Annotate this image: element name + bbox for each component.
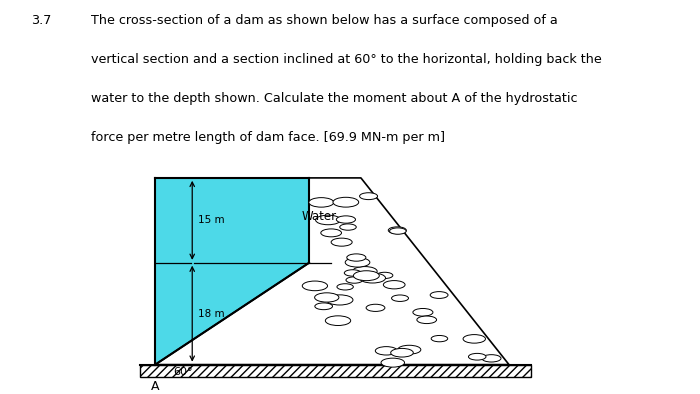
- Circle shape: [390, 228, 406, 234]
- Bar: [141, 364, 531, 377]
- Circle shape: [360, 193, 377, 200]
- Circle shape: [316, 215, 341, 225]
- Polygon shape: [155, 178, 309, 364]
- Text: 60°: 60°: [173, 367, 193, 377]
- Text: vertical section and a section inclined at 60° to the horizontal, holding back t: vertical section and a section inclined …: [91, 53, 602, 66]
- Circle shape: [360, 273, 386, 283]
- Circle shape: [375, 347, 398, 355]
- Circle shape: [431, 335, 448, 342]
- Text: Water: Water: [302, 210, 337, 223]
- Circle shape: [326, 295, 353, 305]
- Circle shape: [337, 284, 354, 290]
- Circle shape: [346, 254, 366, 261]
- Text: 3.7: 3.7: [32, 14, 52, 27]
- Circle shape: [417, 316, 437, 323]
- Circle shape: [366, 304, 385, 311]
- Circle shape: [468, 353, 486, 360]
- Circle shape: [353, 267, 377, 276]
- Text: water to the depth shown. Calculate the moment about A of the hydrostatic: water to the depth shown. Calculate the …: [91, 92, 578, 105]
- Circle shape: [391, 295, 409, 301]
- Circle shape: [314, 293, 339, 302]
- Circle shape: [333, 197, 358, 207]
- Circle shape: [398, 345, 421, 354]
- Circle shape: [345, 258, 370, 267]
- Text: force per metre length of dam face. [69.9 MN-m per m]: force per metre length of dam face. [69.…: [91, 131, 445, 144]
- Polygon shape: [155, 178, 509, 364]
- Bar: [141, 364, 531, 377]
- Circle shape: [346, 277, 363, 283]
- Text: The cross-section of a dam as shown below has a surface composed of a: The cross-section of a dam as shown belo…: [91, 14, 558, 27]
- Circle shape: [309, 198, 334, 207]
- Circle shape: [482, 355, 501, 362]
- Circle shape: [377, 272, 393, 279]
- Circle shape: [391, 348, 413, 357]
- Text: 15 m: 15 m: [198, 216, 225, 225]
- Circle shape: [315, 303, 332, 310]
- Text: 18 m: 18 m: [198, 309, 225, 319]
- Text: A: A: [151, 381, 160, 394]
- Circle shape: [326, 316, 351, 325]
- Circle shape: [381, 358, 405, 367]
- Circle shape: [340, 224, 356, 230]
- Circle shape: [389, 227, 406, 234]
- Circle shape: [463, 335, 486, 343]
- Circle shape: [354, 271, 379, 281]
- Circle shape: [331, 238, 352, 246]
- Circle shape: [336, 216, 356, 223]
- Circle shape: [344, 270, 361, 276]
- Circle shape: [384, 281, 405, 289]
- Circle shape: [302, 281, 328, 291]
- Circle shape: [430, 292, 448, 298]
- Circle shape: [321, 229, 342, 237]
- Circle shape: [413, 309, 433, 316]
